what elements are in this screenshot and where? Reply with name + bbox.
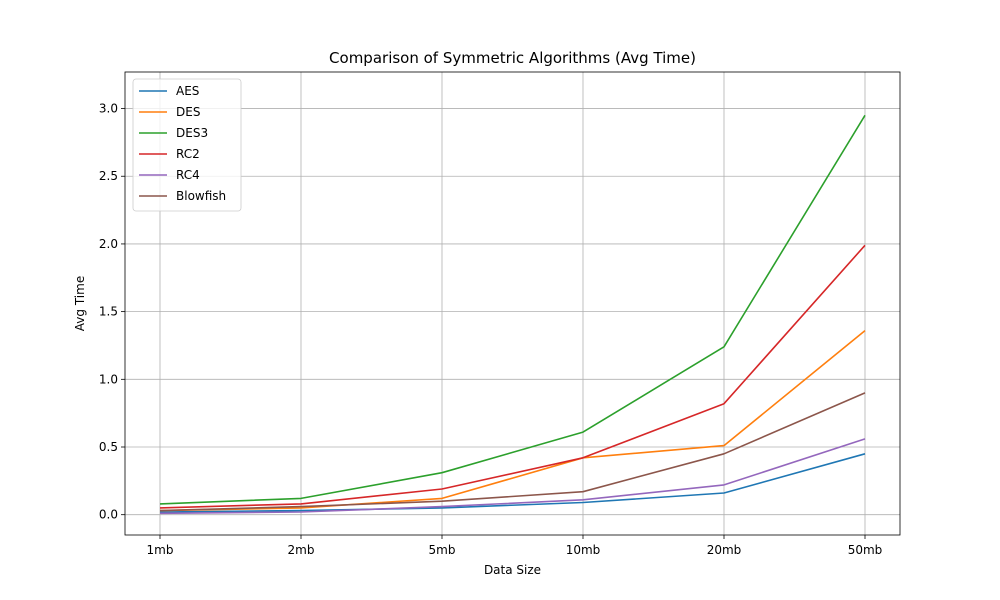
y-tick-label: 1.0 [99,372,118,386]
legend-label: RC2 [176,147,200,161]
y-tick-label: 0.0 [99,508,118,522]
y-tick-label: 2.0 [99,237,118,251]
series-lines [159,114,866,515]
legend-label: Blowfish [176,189,226,203]
x-tick-label: 10mb [566,543,601,557]
chart-title: Comparison of Symmetric Algorithms (Avg … [329,49,696,67]
series-line-rc2 [159,244,866,509]
x-tick-label: 5mb [429,543,456,557]
x-tick-label: 20mb [707,543,742,557]
y-tick-label: 0.5 [99,440,118,454]
x-axis-label: Data Size [484,563,541,577]
grid [125,72,900,535]
series-line-des3 [159,114,866,505]
axis-ticks: 1mb 2mb 5mb 10mb 20mb 50mb 0.0 0.5 1.0 1.5 2.0 2.5 3… [99,102,882,557]
series-line-rc4 [159,438,866,515]
legend: AES DES DES3 RC2 RC4 Blowfish [132,78,242,212]
plot-frame [124,71,901,536]
y-tick-label: 3.0 [99,102,118,116]
y-tick-label: 2.5 [99,169,118,183]
legend-label: AES [176,84,199,98]
legend-label: DES [176,105,200,119]
x-tick-label: 50mb [848,543,883,557]
series-line-aes [159,453,866,513]
legend-label: RC4 [176,168,200,182]
series-line-blowfish [159,392,866,512]
x-tick-label: 2mb [288,543,315,557]
y-axis-label: Avg Time [73,276,87,331]
y-tick-label: 1.5 [99,305,118,319]
series-line-des [159,329,866,512]
legend-label: DES3 [176,126,208,140]
x-tick-label: 1mb [147,543,174,557]
